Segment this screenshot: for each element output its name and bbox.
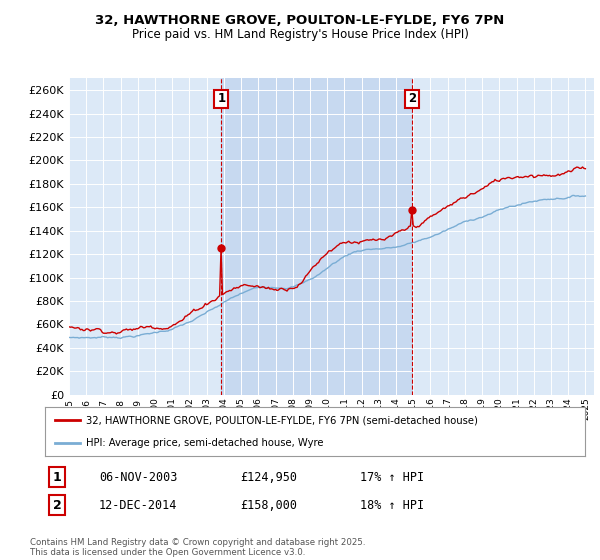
Text: 12-DEC-2014: 12-DEC-2014 [99, 498, 178, 512]
Text: Contains HM Land Registry data © Crown copyright and database right 2025.
This d: Contains HM Land Registry data © Crown c… [30, 538, 365, 557]
Bar [221, 78, 412, 395]
Text: £158,000: £158,000 [240, 498, 297, 512]
Text: 2: 2 [409, 92, 416, 105]
Text: 1: 1 [217, 92, 226, 105]
Text: 18% ↑ HPI: 18% ↑ HPI [360, 498, 424, 512]
Text: 32, HAWTHORNE GROVE, POULTON-LE-FYLDE, FY6 7PN (semi-detached house): 32, HAWTHORNE GROVE, POULTON-LE-FYLDE, F… [86, 416, 478, 426]
Text: 06-NOV-2003: 06-NOV-2003 [99, 470, 178, 484]
Text: 2: 2 [53, 498, 61, 512]
Text: 1: 1 [53, 470, 61, 484]
Text: 32, HAWTHORNE GROVE, POULTON-LE-FYLDE, FY6 7PN: 32, HAWTHORNE GROVE, POULTON-LE-FYLDE, F… [95, 14, 505, 27]
Text: 17% ↑ HPI: 17% ↑ HPI [360, 470, 424, 484]
Text: Price paid vs. HM Land Registry's House Price Index (HPI): Price paid vs. HM Land Registry's House … [131, 28, 469, 41]
Text: £124,950: £124,950 [240, 470, 297, 484]
Text: HPI: Average price, semi-detached house, Wyre: HPI: Average price, semi-detached house,… [86, 438, 323, 448]
